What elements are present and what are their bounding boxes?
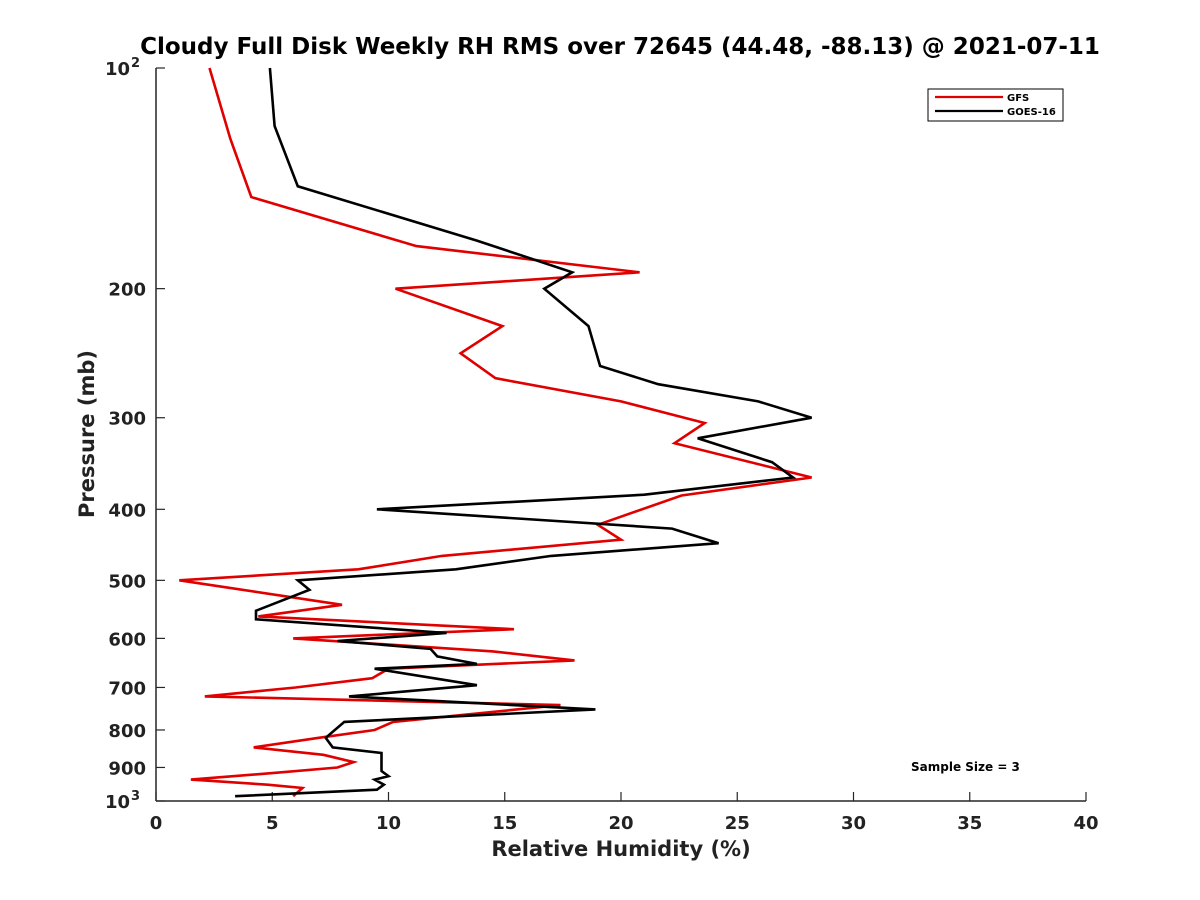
series-line-goes-16 — [235, 67, 812, 798]
y-tick-label: 300 — [108, 409, 146, 430]
series-layer — [179, 67, 812, 798]
legend: GFS GOES-16 — [927, 88, 1064, 122]
y-tick-label-base: 10 — [105, 59, 130, 80]
x-tick-label: 35 — [957, 813, 982, 834]
chart-title: Cloudy Full Disk Weekly RH RMS over 7264… — [140, 34, 1100, 60]
y-tick-label: 800 — [108, 721, 146, 742]
y-tick-label: 600 — [108, 629, 146, 650]
x-tick-label: 30 — [841, 813, 866, 834]
y-tick-label-base: 10 — [105, 792, 130, 813]
y-tick-label-exponent: 2 — [131, 56, 140, 71]
y-tick-label: 500 — [108, 571, 146, 592]
y-tick-label: 200 — [108, 280, 146, 301]
legend-label-gfs: GFS — [1007, 93, 1029, 104]
legend-box — [927, 88, 1064, 122]
sample-size-annotation: Sample Size = 3 — [911, 760, 1020, 774]
x-tick-label: 40 — [1073, 813, 1098, 834]
x-axis-label: Relative Humidity (%) — [491, 837, 750, 861]
y-tick-label: 400 — [108, 500, 146, 521]
y-tick-label: 10 2 — [105, 56, 140, 80]
y-axis-label: Pressure (mb) — [75, 350, 99, 518]
x-tick-label: 5 — [266, 813, 279, 834]
legend-label-goes-16: GOES-16 — [1007, 107, 1056, 118]
x-tick-label: 10 — [376, 813, 401, 834]
x-tick-label: 15 — [492, 813, 517, 834]
y-tick-label: 700 — [108, 678, 146, 699]
x-tick-label: 25 — [725, 813, 750, 834]
series-line-gfs — [179, 67, 812, 798]
y-tick-label-exponent: 3 — [131, 789, 140, 804]
y-tick-label: 900 — [108, 758, 146, 779]
x-tick-label: 0 — [150, 813, 163, 834]
x-tick-label: 20 — [608, 813, 633, 834]
y-tick-label: 10 3 — [105, 789, 140, 813]
